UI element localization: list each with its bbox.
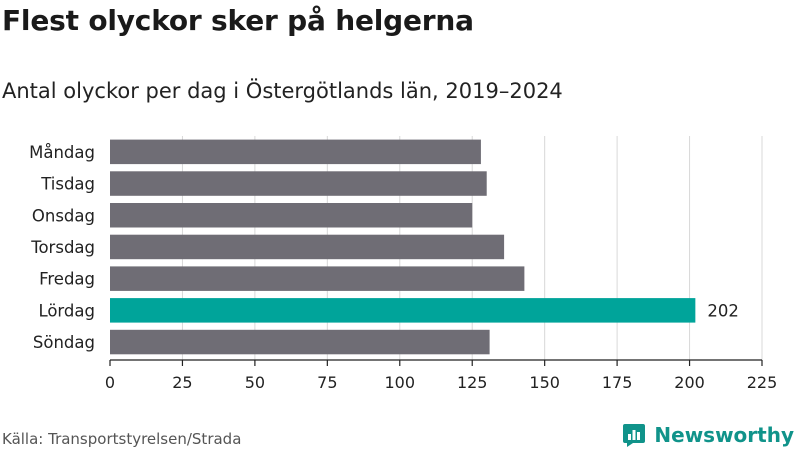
brand-logo: Newsworthy bbox=[622, 422, 794, 448]
x-tick-label: 75 bbox=[317, 373, 337, 392]
category-label: Söndag bbox=[33, 333, 95, 352]
category-label: Fredag bbox=[39, 270, 95, 289]
chart-title: Flest olyckor sker på helgerna bbox=[2, 4, 474, 37]
category-label: Lördag bbox=[38, 301, 95, 320]
bar-onsdag bbox=[110, 203, 473, 228]
category-label: Tisdag bbox=[40, 175, 95, 194]
bar-måndag bbox=[110, 139, 481, 165]
bar-fredag bbox=[110, 266, 525, 291]
newsworthy-logo-icon bbox=[623, 424, 646, 447]
bar-chart: Måndag Tisdag Onsdag Torsdag Fredag Lördag Sön… bbox=[29, 136, 778, 392]
source-note: Källa: Transportstyrelsen/Strada bbox=[2, 430, 242, 448]
x-tick-label: 150 bbox=[529, 373, 560, 392]
bar-tisdag bbox=[110, 171, 487, 196]
x-tick-label: 0 bbox=[105, 373, 115, 392]
data-label: 202 bbox=[707, 301, 739, 320]
x-tick-label: 25 bbox=[172, 373, 192, 392]
x-tick-label: 225 bbox=[747, 373, 778, 392]
category-label: Onsdag bbox=[32, 206, 95, 225]
x-tick-label: 100 bbox=[385, 373, 416, 392]
category-label: Torsdag bbox=[30, 238, 95, 257]
chart-subtitle: Antal olyckor per dag i Östergötlands lä… bbox=[2, 79, 563, 103]
bar-söndag bbox=[110, 329, 490, 355]
brand-name: Newsworthy bbox=[654, 423, 794, 447]
x-tick-label: 125 bbox=[457, 373, 488, 392]
bar-lördag bbox=[110, 298, 696, 323]
bar-torsdag bbox=[110, 234, 505, 260]
x-tick-label: 50 bbox=[245, 373, 265, 392]
x-tick-label: 200 bbox=[674, 373, 705, 392]
category-label: Måndag bbox=[29, 143, 95, 162]
x-tick-label: 175 bbox=[602, 373, 633, 392]
